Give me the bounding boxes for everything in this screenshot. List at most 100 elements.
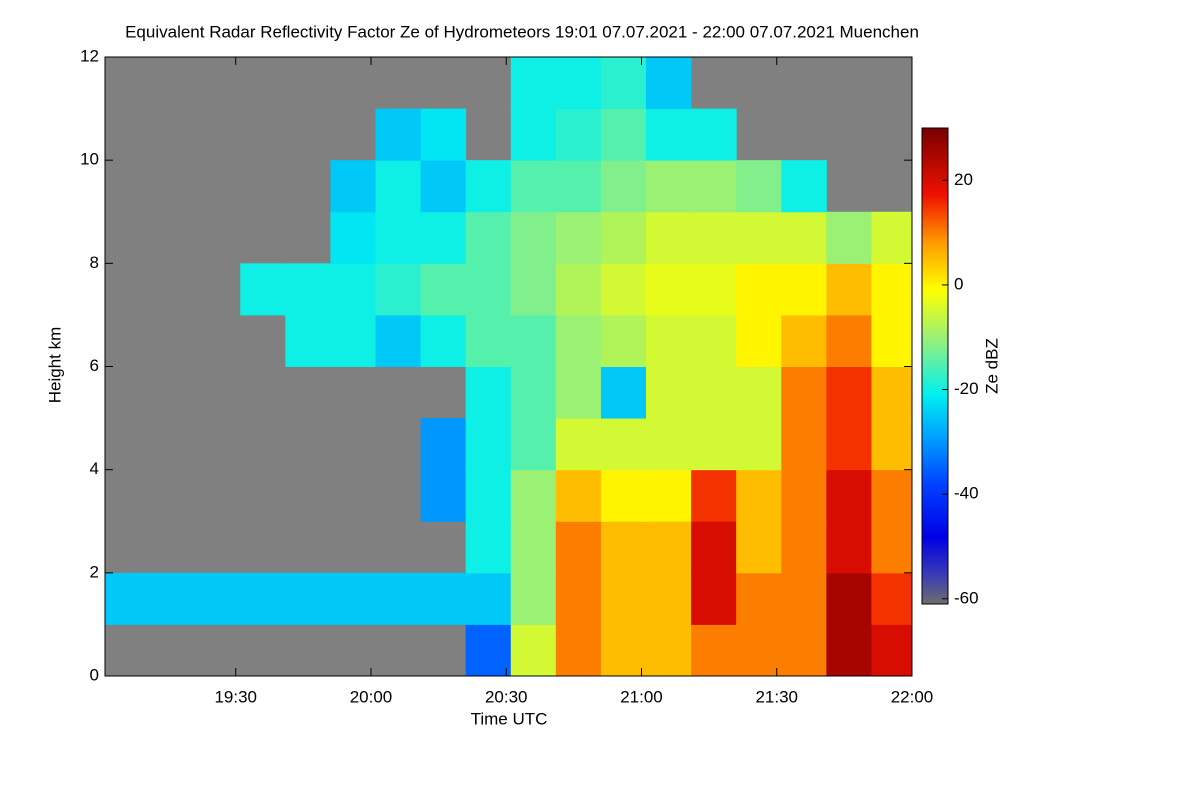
- heatmap-cell: [736, 624, 782, 676]
- heatmap-cell: [736, 469, 782, 522]
- heatmap-cell: [826, 521, 872, 574]
- heatmap-cell: [375, 160, 422, 213]
- heatmap-cell: [826, 211, 872, 264]
- heatmap-cell: [781, 418, 827, 471]
- heatmap-cell: [600, 521, 647, 574]
- heatmap-cell: [375, 314, 422, 367]
- heatmap-cell: [691, 572, 737, 625]
- heatmap-cell: [646, 572, 692, 625]
- heatmap-cell: [465, 160, 512, 213]
- heatmap-cell: [781, 263, 827, 316]
- heatmap-cell: [600, 624, 647, 676]
- heatmap-cell: [240, 263, 286, 316]
- heatmap-cell: [420, 108, 467, 161]
- heatmap-cell: [285, 263, 331, 316]
- colorbar-label: Ze dBZ: [982, 338, 1001, 394]
- x-tick-label: 20:30: [485, 687, 528, 706]
- heatmap-cell: [781, 572, 827, 625]
- heatmap-cell: [691, 314, 737, 367]
- heatmap-cell: [555, 108, 602, 161]
- x-tick-label: 21:00: [620, 687, 663, 706]
- heatmap-cell: [330, 211, 377, 264]
- heatmap-cell: [330, 314, 377, 367]
- heatmap-cell: [646, 624, 692, 676]
- heatmap-cell: [330, 572, 377, 625]
- heatmap-cell: [420, 160, 467, 213]
- heatmap-cell: [736, 572, 782, 625]
- heatmap-cell: [781, 521, 827, 574]
- heatmap-cell: [646, 108, 692, 161]
- heatmap-cell: [826, 418, 872, 471]
- heatmap-cell: [871, 469, 912, 522]
- heatmap-cell: [600, 418, 647, 471]
- heatmap-cell: [781, 366, 827, 419]
- heatmap-cell: [555, 366, 602, 419]
- heatmap-cell: [826, 624, 872, 676]
- heatmap-cell: [555, 521, 602, 574]
- x-tick-label: 19:30: [214, 687, 257, 706]
- heatmap-cell: [600, 108, 647, 161]
- heatmap-cell: [646, 57, 692, 110]
- y-tick-label: 2: [90, 562, 99, 581]
- heatmap-cell: [510, 469, 557, 522]
- heatmap-cell: [736, 160, 782, 213]
- heatmap-cell: [691, 521, 737, 574]
- colorbar-tick-label: -60: [954, 588, 979, 607]
- heatmap-cell: [510, 314, 557, 367]
- heatmap-cell: [781, 160, 827, 213]
- heatmap-cell: [465, 521, 512, 574]
- heatmap-cell: [600, 469, 647, 522]
- heatmap-cell: [555, 624, 602, 676]
- y-tick-label: 12: [80, 46, 99, 65]
- heatmap-cell: [600, 366, 647, 419]
- chart-title: Equivalent Radar Reflectivity Factor Ze …: [125, 22, 919, 41]
- x-tick-label: 20:00: [350, 687, 393, 706]
- heatmap-cell: [105, 572, 151, 625]
- heatmap-cell: [646, 211, 692, 264]
- heatmap-cell: [465, 572, 512, 625]
- heatmap-cell: [375, 108, 422, 161]
- heatmap-cell: [871, 418, 912, 471]
- heatmap-cell: [646, 469, 692, 522]
- colorbar-tick-label: -20: [954, 379, 979, 398]
- heatmap-cell: [420, 314, 467, 367]
- heatmap-cell: [871, 521, 912, 574]
- heatmap-cell: [646, 263, 692, 316]
- heatmap-cell: [600, 263, 647, 316]
- heatmap-cell: [375, 211, 422, 264]
- heatmap-cell: [691, 160, 737, 213]
- heatmap-cell: [691, 624, 737, 676]
- heatmap-cell: [691, 108, 737, 161]
- heatmap-cell: [691, 469, 737, 522]
- heatmap-cell: [240, 572, 286, 625]
- colorbar: [921, 127, 949, 605]
- heatmap-cell: [871, 314, 912, 367]
- heatmap-cell: [420, 572, 467, 625]
- heatmap-cell: [465, 263, 512, 316]
- heatmap-cell: [510, 624, 557, 676]
- heatmap-cell: [285, 572, 331, 625]
- heatmap-cell: [781, 469, 827, 522]
- heatmap-cell: [826, 314, 872, 367]
- heatmap-cell: [871, 572, 912, 625]
- heatmap-cell: [510, 366, 557, 419]
- y-axis-label: Height km: [45, 327, 64, 404]
- heatmap-cell: [195, 572, 241, 625]
- heatmap-cell: [420, 418, 467, 471]
- heatmap-cell: [736, 211, 782, 264]
- heatmap-cell: [646, 160, 692, 213]
- heatmap-cell: [600, 57, 647, 110]
- heatmap-cell: [646, 521, 692, 574]
- colorbar-tick-label: -40: [954, 484, 979, 503]
- heatmap-cell: [510, 57, 557, 110]
- heatmap-cell: [826, 263, 872, 316]
- heatmap-cell: [736, 314, 782, 367]
- heatmap-cell: [646, 314, 692, 367]
- heatmap-cell: [420, 211, 467, 264]
- heatmap-cell: [736, 366, 782, 419]
- heatmap-cell: [736, 418, 782, 471]
- heatmap: [105, 57, 912, 676]
- heatmap-cell: [555, 211, 602, 264]
- heatmap-cell: [375, 572, 422, 625]
